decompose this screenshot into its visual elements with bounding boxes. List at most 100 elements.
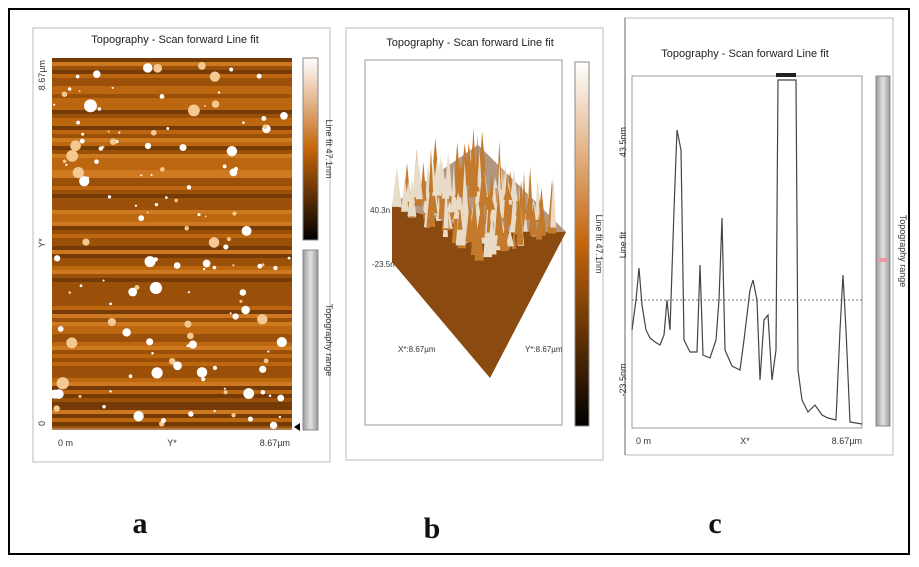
colorbar-label: Line fit 47.1nm [324,119,334,178]
x-label: 0 m [58,438,73,448]
texture [259,365,267,373]
texture [267,350,270,353]
texture [231,412,236,418]
texture [134,284,140,290]
texture [52,58,292,62]
texture [146,211,149,214]
texture [242,121,245,124]
texture [146,338,154,346]
texture [52,158,292,162]
texture [166,127,170,130]
texture [81,132,85,136]
texture [57,326,64,332]
texture [150,174,153,177]
texture [52,174,292,178]
texture [223,244,229,250]
texture [52,382,292,386]
texture [133,411,144,422]
texture [52,402,292,406]
texture [52,234,292,238]
texture [75,74,80,79]
x-label: X*:8.67µm [398,345,436,354]
texture [52,178,292,182]
texture [202,267,206,271]
texture [52,334,292,338]
texture [67,87,72,91]
texture [52,370,292,374]
texture [201,377,206,382]
texture [85,176,90,180]
texture [66,149,79,162]
y-label: 0 [37,421,47,426]
texture [269,421,278,429]
texture [260,389,266,395]
texture [52,286,292,290]
panel-letter: c [708,507,721,540]
texture [52,170,292,174]
texture [401,176,409,212]
z-label: -23.5n [372,260,395,269]
texture [213,409,216,413]
texture [53,405,60,412]
texture [263,358,269,364]
texture [122,328,131,337]
texture [102,404,106,409]
texture [450,164,457,213]
texture [161,418,166,423]
texture [165,196,168,199]
texture [273,265,278,271]
texture [52,222,292,226]
y-label: Y* [37,238,47,248]
texture [52,106,292,110]
texture [229,168,238,177]
texture [52,134,292,138]
range-bar [302,249,319,431]
texture [128,374,133,379]
texture [52,218,292,222]
texture [70,140,81,152]
texture [52,306,292,310]
range-label: Topography range [898,215,908,288]
texture [432,158,442,196]
texture [82,238,90,246]
y-label: -23.5nm [618,363,628,396]
texture [52,390,292,394]
texture [187,291,191,294]
x-label: 0 m [636,436,651,446]
texture [52,378,292,382]
texture [420,161,427,195]
y-label: Y*:8.67µm [525,345,563,354]
profile-line [631,79,863,425]
texture [52,426,292,430]
texture [79,284,83,288]
texture [52,70,292,74]
texture [470,156,479,188]
texture [52,202,292,206]
texture [52,322,292,326]
texture [52,130,292,134]
texture [518,222,524,239]
texture [52,366,292,370]
texture [128,287,138,297]
texture [52,270,292,274]
texture [197,61,206,70]
texture [52,62,292,66]
texture [52,154,292,158]
texture [196,367,208,378]
texture [52,118,292,122]
texture [72,167,84,179]
texture [174,198,178,203]
texture [470,192,478,234]
texture [550,173,557,228]
texture [52,114,292,118]
texture [109,302,112,306]
texture [407,177,417,217]
texture [62,159,67,164]
texture [52,246,292,250]
texture [52,414,292,418]
texture [52,282,292,286]
texture [52,386,292,390]
texture [184,320,192,328]
texture [280,111,288,120]
texture [52,238,292,242]
